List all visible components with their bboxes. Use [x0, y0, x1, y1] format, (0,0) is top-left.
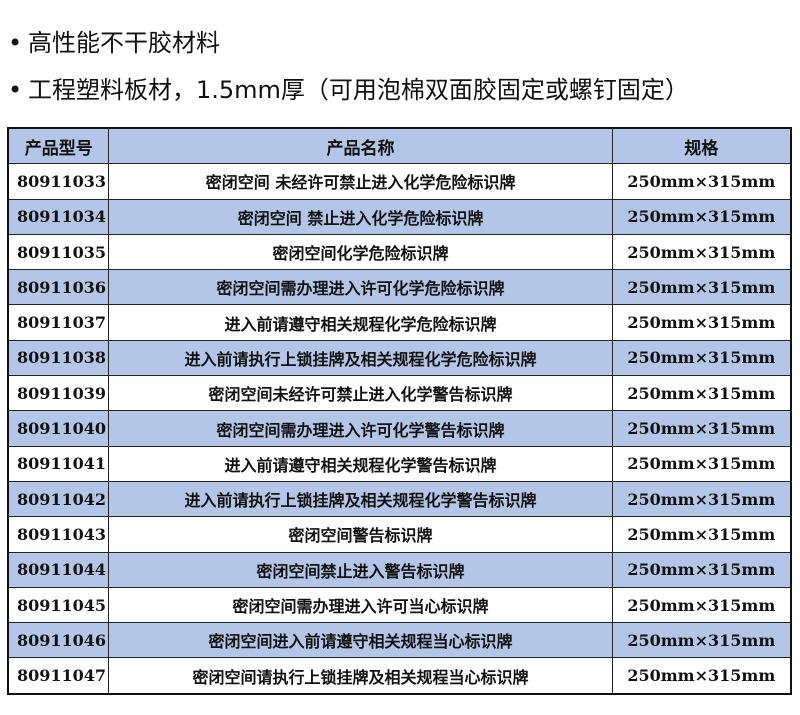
- product-spec: 250mm×315mm: [611, 551, 792, 588]
- product-name: 进入前请执行上锁挂牌及相关规程化学危险标识牌: [108, 339, 613, 377]
- product-code: 80911043: [7, 516, 110, 553]
- product-spec: 250mm×315mm: [611, 657, 792, 695]
- product-name: 密闭空间需办理进入许可化学警告标识牌: [108, 410, 613, 447]
- product-code: 80911044: [7, 551, 110, 588]
- product-name: 密闭空间 未经许可禁止进入化学危险标识牌: [108, 163, 613, 200]
- product-code: 80911038: [7, 339, 110, 377]
- product-spec: 250mm×315mm: [611, 516, 792, 553]
- feature-bullet: • 工程塑料板材，1.5mm厚（可用泡棉双面胶固定或螺钉固定）: [8, 75, 689, 105]
- product-code: 80911036: [7, 269, 110, 306]
- product-code: 80911045: [7, 586, 110, 624]
- product-code: 80911035: [7, 233, 110, 271]
- product-spec: 250mm×315mm: [611, 269, 792, 306]
- product-name: 密闭空间进入前请遵守相关规程当心标识牌: [108, 622, 613, 659]
- product-name: 密闭空间化学危险标识牌: [108, 233, 613, 271]
- table-row: 80911040 密闭空间需办理进入许可化学警告标识牌 250mm×315mm: [7, 410, 792, 447]
- product-name: 密闭空间需办理进入许可当心标识牌: [108, 586, 613, 624]
- product-spec: 250mm×315mm: [611, 410, 792, 447]
- product-name: 密闭空间 禁止进入化学危险标识牌: [108, 198, 613, 235]
- product-code: 80911046: [7, 622, 110, 659]
- product-name: 密闭空间未经许可禁止进入化学警告标识牌: [108, 375, 613, 412]
- bullet-dot-icon: •: [8, 29, 23, 57]
- header-spec: 规格: [611, 127, 792, 165]
- table-row: 80911034 密闭空间 禁止进入化学危险标识牌 250mm×315mm: [7, 198, 792, 235]
- product-name: 进入前请遵守相关规程化学危险标识牌: [108, 304, 613, 341]
- product-table: 产品型号 产品名称 规格 80911033 密闭空间 未经许可禁止进入化学危险标识…: [7, 127, 792, 695]
- product-name: 密闭空间禁止进入警告标识牌: [108, 551, 613, 588]
- table-row: 80911045 密闭空间需办理进入许可当心标识牌 250mm×315mm: [7, 586, 792, 624]
- table-row: 80911041 进入前请遵守相关规程化学警告标识牌 250mm×315mm: [7, 445, 792, 482]
- product-spec: 250mm×315mm: [611, 339, 792, 377]
- table-header: 产品型号 产品名称 规格: [7, 127, 792, 165]
- product-name: 密闭空间请执行上锁挂牌及相关规程当心标识牌: [108, 657, 613, 695]
- table-row: 80911046 密闭空间进入前请遵守相关规程当心标识牌 250mm×315mm: [7, 622, 792, 659]
- product-name: 进入前请遵守相关规程化学警告标识牌: [108, 445, 613, 482]
- product-spec: 250mm×315mm: [611, 445, 792, 482]
- bullet-dot-icon: •: [8, 76, 23, 104]
- product-code: 80911041: [7, 445, 110, 482]
- table-row: 80911035 密闭空间化学危险标识牌 250mm×315mm: [7, 233, 792, 271]
- table-row: 80911038 进入前请执行上锁挂牌及相关规程化学危险标识牌 250mm×315m…: [7, 339, 792, 377]
- feature-bullet: • 高性能不干胶材料: [8, 28, 220, 58]
- product-code: 80911039: [7, 375, 110, 412]
- product-name: 密闭空间警告标识牌: [108, 516, 613, 553]
- header-name: 产品名称: [108, 127, 613, 165]
- feature-text: 高性能不干胶材料: [28, 29, 220, 57]
- feature-text: 工程塑料板材，1.5mm厚（可用泡棉双面胶固定或螺钉固定）: [28, 76, 689, 104]
- table-row: 80911044 密闭空间禁止进入警告标识牌 250mm×315mm: [7, 551, 792, 588]
- table-row: 80911043 密闭空间警告标识牌 250mm×315mm: [7, 516, 792, 553]
- product-name: 密闭空间需办理进入许可化学危险标识牌: [108, 269, 613, 306]
- product-name: 进入前请执行上锁挂牌及相关规程化学警告标识牌: [108, 480, 613, 518]
- product-code: 80911037: [7, 304, 110, 341]
- product-spec: 250mm×315mm: [611, 304, 792, 341]
- product-code: 80911033: [7, 163, 110, 200]
- header-code: 产品型号: [7, 127, 110, 165]
- table-row: 80911033 密闭空间 未经许可禁止进入化学危险标识牌 250mm×315mm: [7, 163, 792, 200]
- table-row: 80911037 进入前请遵守相关规程化学危险标识牌 250mm×315mm: [7, 304, 792, 341]
- product-spec: 250mm×315mm: [611, 233, 792, 271]
- product-spec: 250mm×315mm: [611, 163, 792, 200]
- product-code: 80911047: [7, 657, 110, 695]
- product-spec: 250mm×315mm: [611, 480, 792, 518]
- product-code: 80911040: [7, 410, 110, 447]
- product-spec: 250mm×315mm: [611, 622, 792, 659]
- product-code: 80911042: [7, 480, 110, 518]
- table-row: 80911036 密闭空间需办理进入许可化学危险标识牌 250mm×315mm: [7, 269, 792, 306]
- table-row: 80911039 密闭空间未经许可禁止进入化学警告标识牌 250mm×315mm: [7, 375, 792, 412]
- table-row: 80911047 密闭空间请执行上锁挂牌及相关规程当心标识牌 250mm×315mm: [7, 657, 792, 695]
- product-spec: 250mm×315mm: [611, 375, 792, 412]
- product-code: 80911034: [7, 198, 110, 235]
- product-spec: 250mm×315mm: [611, 586, 792, 624]
- product-spec: 250mm×315mm: [611, 198, 792, 235]
- table-row: 80911042 进入前请执行上锁挂牌及相关规程化学警告标识牌 250mm×315m…: [7, 480, 792, 518]
